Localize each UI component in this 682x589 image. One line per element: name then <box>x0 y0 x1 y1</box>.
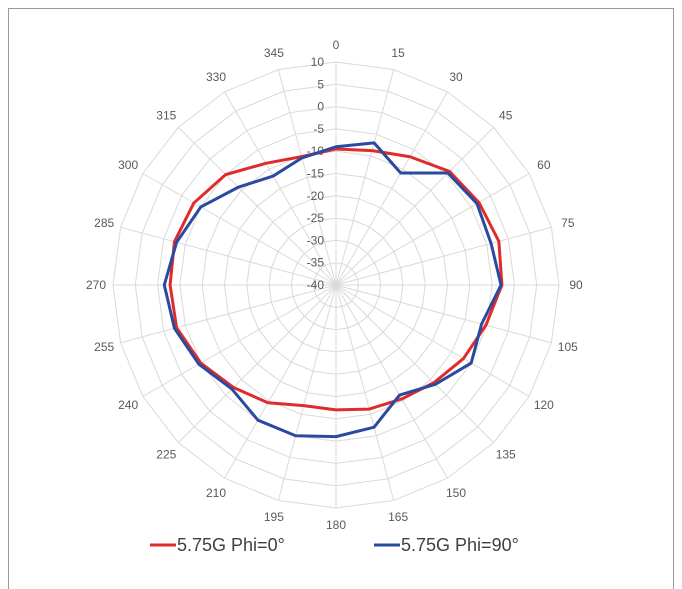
angle-tick-label: 285 <box>94 216 114 230</box>
angle-tick-label: 240 <box>118 398 138 412</box>
grid-spoke <box>277 69 337 286</box>
legend-label-phi90: 5.75G Phi=90° <box>401 535 519 555</box>
grid-spoke <box>120 284 337 344</box>
angle-tick-label: 315 <box>156 108 176 122</box>
angle-tick-label: 75 <box>561 216 575 230</box>
chart-series <box>162 141 504 439</box>
grid-spoke <box>335 284 495 444</box>
angle-tick-label: 345 <box>264 46 284 60</box>
series-line-0 <box>168 147 504 412</box>
angle-axis-labels: 0153045607590105120135150165180195210225… <box>86 38 583 532</box>
series-line-1 <box>162 141 503 439</box>
radial-tick-label: -15 <box>307 167 325 181</box>
grid-spoke <box>335 284 395 501</box>
angle-tick-label: 195 <box>264 510 284 524</box>
angle-tick-label: 30 <box>449 70 463 84</box>
radial-tick-label: -25 <box>307 211 325 225</box>
angle-tick-label: 225 <box>156 448 176 462</box>
grid-spoke <box>335 284 448 479</box>
angle-tick-label: 255 <box>94 340 114 354</box>
grid-spoke <box>335 226 552 286</box>
radial-tick-label: -20 <box>307 189 325 203</box>
grid-spoke <box>335 69 395 286</box>
angle-tick-label: 330 <box>206 70 226 84</box>
grid-spoke <box>224 284 337 479</box>
grid-spoke <box>277 284 337 501</box>
radial-tick-label: 5 <box>317 77 324 91</box>
radial-tick-label: -5 <box>313 122 324 136</box>
chart-grid <box>112 61 560 509</box>
legend: 5.75G Phi=0° 5.75G Phi=90° <box>150 535 519 555</box>
grid-spoke <box>335 284 530 397</box>
angle-tick-label: 210 <box>206 486 226 500</box>
angle-tick-label: 60 <box>537 158 551 172</box>
grid-spoke <box>224 91 337 286</box>
angle-tick-label: 135 <box>496 448 516 462</box>
angle-tick-label: 270 <box>86 278 106 292</box>
grid-spoke <box>120 226 337 286</box>
radial-tick-label: -30 <box>307 233 325 247</box>
angle-tick-label: 0 <box>333 38 340 52</box>
angle-tick-label: 150 <box>446 486 466 500</box>
chart-frame <box>8 8 674 589</box>
grid-spoke <box>335 91 448 286</box>
angle-tick-label: 165 <box>388 510 408 524</box>
grid-spoke <box>335 173 530 286</box>
radial-tick-label: 0 <box>317 100 324 114</box>
angle-tick-label: 180 <box>326 518 346 532</box>
angle-tick-label: 45 <box>499 108 513 122</box>
angle-tick-label: 105 <box>558 340 578 354</box>
grid-spoke <box>335 284 552 344</box>
legend-label-phi0: 5.75G Phi=0° <box>177 535 285 555</box>
angle-tick-label: 15 <box>391 46 405 60</box>
grid-spoke <box>177 126 337 286</box>
grid-spoke <box>142 173 337 286</box>
grid-spoke <box>142 284 337 397</box>
angle-tick-label: 300 <box>118 158 138 172</box>
angle-tick-label: 90 <box>569 278 583 292</box>
grid-spoke <box>177 284 337 444</box>
radial-tick-label: -35 <box>307 256 325 270</box>
radial-tick-label: 10 <box>311 55 325 69</box>
radial-tick-label: -40 <box>307 278 325 292</box>
grid-spoke <box>335 126 495 286</box>
angle-tick-label: 120 <box>534 398 554 412</box>
